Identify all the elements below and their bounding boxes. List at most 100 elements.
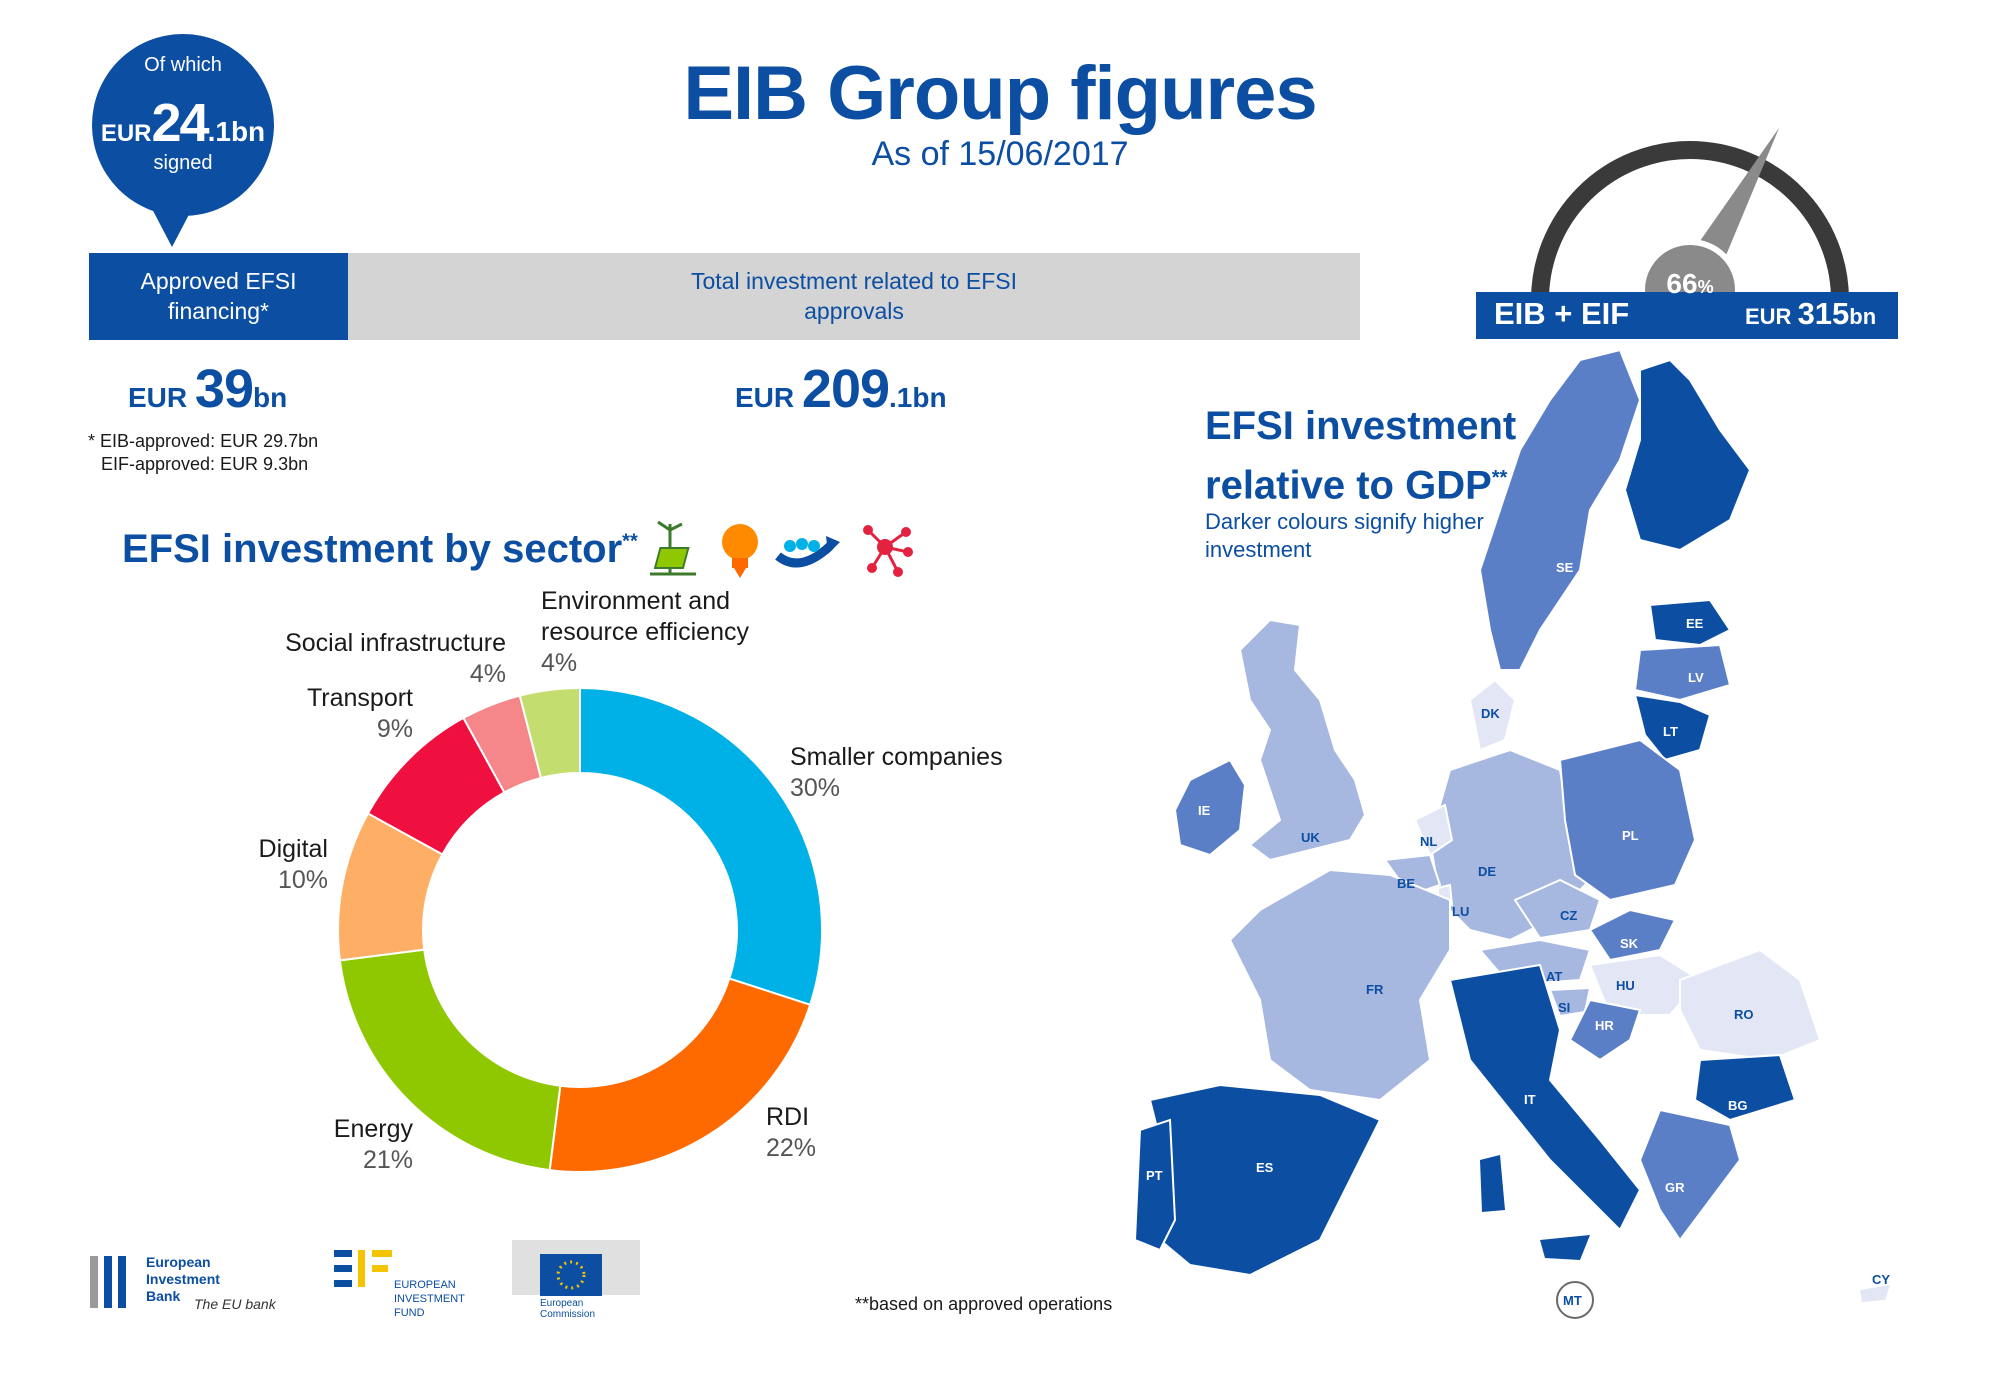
- label-energy-name: Energy: [333, 1115, 413, 1143]
- gauge-suffix: bn: [1849, 304, 1877, 329]
- page-subtitle: As of 15/06/2017: [871, 135, 1129, 173]
- label-env-line1: Environment and: [541, 587, 731, 615]
- label-smaller-name: Smaller companies: [790, 743, 1003, 771]
- signed-bubble: Of which EUR24.1bn signed: [92, 34, 274, 216]
- total-investment-amount: EUR 209.1bn: [735, 358, 947, 420]
- transport-icon: [775, 536, 840, 568]
- total-currency: EUR: [735, 382, 802, 413]
- bubble-of-which: Of which: [144, 54, 222, 76]
- map-label-gr: GR: [1665, 1180, 1685, 1195]
- gauge-currency: EUR: [1745, 304, 1798, 329]
- map-fr: [1228, 868, 1451, 1102]
- map-label-de: DE: [1478, 864, 1496, 879]
- label-social-infrastructure: Social infrastructure 4%: [270, 628, 506, 690]
- map-label-pt: PT: [1146, 1168, 1163, 1183]
- map-label-se: SE: [1556, 560, 1574, 575]
- map-gr: [1638, 1108, 1742, 1242]
- ec-logo: European Commission: [510, 1232, 645, 1327]
- donut-slice-environment-and-resource-efficiency: [518, 686, 581, 780]
- network-icon: [863, 525, 913, 577]
- map-lt: [1633, 693, 1712, 762]
- map-label-lv: LV: [1688, 670, 1704, 685]
- map-label-it: IT: [1524, 1092, 1536, 1107]
- map-label-sk: SK: [1620, 936, 1639, 951]
- map-label-at: AT: [1546, 969, 1562, 984]
- eif-logo-text: EUROPEAN INVESTMENT FUND: [394, 1279, 465, 1319]
- sector-icons: [650, 520, 913, 578]
- label-env-line2: resource efficiency: [541, 618, 749, 646]
- lightbulb-icon: [722, 524, 758, 578]
- label-transport-name: Transport: [306, 684, 413, 712]
- map-label-ro: RO: [1734, 1007, 1754, 1022]
- map-dk: [1468, 678, 1517, 752]
- eif-logo: EUROPEAN INVESTMENT FUND: [332, 1248, 465, 1319]
- bottom-footnote: **based on approved operations: [855, 1294, 1113, 1314]
- map-label-ie: IE: [1198, 803, 1211, 818]
- label-env-pct: 4%: [541, 649, 578, 677]
- europe-map: FI SE EE LV LT DK IE UK NL BE LU DE PL C…: [1133, 348, 1890, 1319]
- eib-logo-icon: [90, 1256, 126, 1308]
- gauge-big: 315: [1797, 296, 1850, 331]
- map-title-mark: **: [1491, 467, 1508, 489]
- sector-title-text: EFSI investment by sector: [122, 527, 623, 571]
- total-big: 209: [801, 359, 890, 419]
- map-lv: [1633, 643, 1732, 702]
- label-rdi-pct: 22%: [766, 1134, 817, 1162]
- eib-tagline: The EU bank: [194, 1296, 276, 1312]
- map-it: [1448, 963, 1642, 1232]
- map-label-dk: DK: [1481, 706, 1500, 721]
- map-es: [1148, 1083, 1382, 1277]
- map-label-mt: MT: [1563, 1293, 1582, 1308]
- gauge-unit: %: [1697, 277, 1714, 297]
- label-rdi: RDI 22%: [766, 1102, 816, 1164]
- donut-slice-energy: [338, 948, 562, 1172]
- map-label-lu: LU: [1452, 904, 1469, 919]
- map-hr: [1568, 998, 1642, 1062]
- map-ie: [1173, 758, 1247, 857]
- approved-currency: EUR: [128, 382, 195, 413]
- bubble-currency: EUR: [100, 120, 152, 147]
- label-digital-pct: 10%: [277, 866, 328, 894]
- label-energy-pct: 21%: [362, 1146, 413, 1174]
- donut-slice-rdi: [548, 977, 812, 1173]
- map-label-fr: FR: [1366, 982, 1384, 997]
- map-label-uk: UK: [1301, 830, 1320, 845]
- page-title: EIB Group figures: [683, 51, 1317, 136]
- map-cz: [1513, 878, 1602, 940]
- bubble-signed: signed: [153, 152, 213, 174]
- bubble-decimal: .1bn: [207, 116, 266, 147]
- bubble-pointer: [150, 205, 194, 247]
- label-digital-name: Digital: [258, 835, 328, 863]
- map-subtitle: Darker colours signify higher investment: [1205, 509, 1484, 562]
- map-label-pl: PL: [1622, 828, 1639, 843]
- map-fi: [1623, 358, 1752, 552]
- map-se: [1478, 348, 1642, 671]
- map-label-si: SI: [1558, 1000, 1570, 1015]
- map-label-fi: FI: [1620, 463, 1632, 478]
- map-uk: [1238, 618, 1367, 862]
- map-mt: [1556, 1281, 1594, 1319]
- map-label-es: ES: [1256, 1160, 1274, 1175]
- map-pt: [1133, 1118, 1177, 1252]
- approved-efsi-label: Approved EFSI financing*: [89, 253, 348, 340]
- ec-logo-icon: [512, 1240, 640, 1296]
- total-investment-text: Total investment related to EFSI approva…: [691, 268, 1017, 324]
- map-title-line2: relative to GDP**: [1205, 452, 1516, 511]
- label-transport-pct: 9%: [376, 715, 413, 743]
- approved-big: 39: [194, 359, 254, 419]
- wind-solar-icon: [650, 520, 696, 576]
- gauge-bar: [1476, 292, 1898, 339]
- label-environment: Environment and resource efficiency 4%: [541, 586, 749, 679]
- total-investment-label: Total investment related to EFSI approva…: [348, 253, 1360, 340]
- footnote-eib: * EIB-approved: EUR 29.7bn: [88, 431, 319, 451]
- map-ro: [1679, 948, 1822, 1062]
- bubble-amount: EUR24.1bn: [92, 92, 274, 154]
- map-pl: [1558, 738, 1697, 902]
- map-nl: [1413, 803, 1454, 857]
- map-label-hr: HR: [1595, 1018, 1614, 1033]
- eib-logo-text: European Investment Bank: [146, 1254, 220, 1304]
- map-title: EFSI investment relative to GDP**: [1205, 400, 1516, 511]
- label-energy: Energy 21%: [333, 1114, 413, 1176]
- map-label-hu: HU: [1616, 978, 1635, 993]
- sector-title-mark: **: [622, 530, 638, 553]
